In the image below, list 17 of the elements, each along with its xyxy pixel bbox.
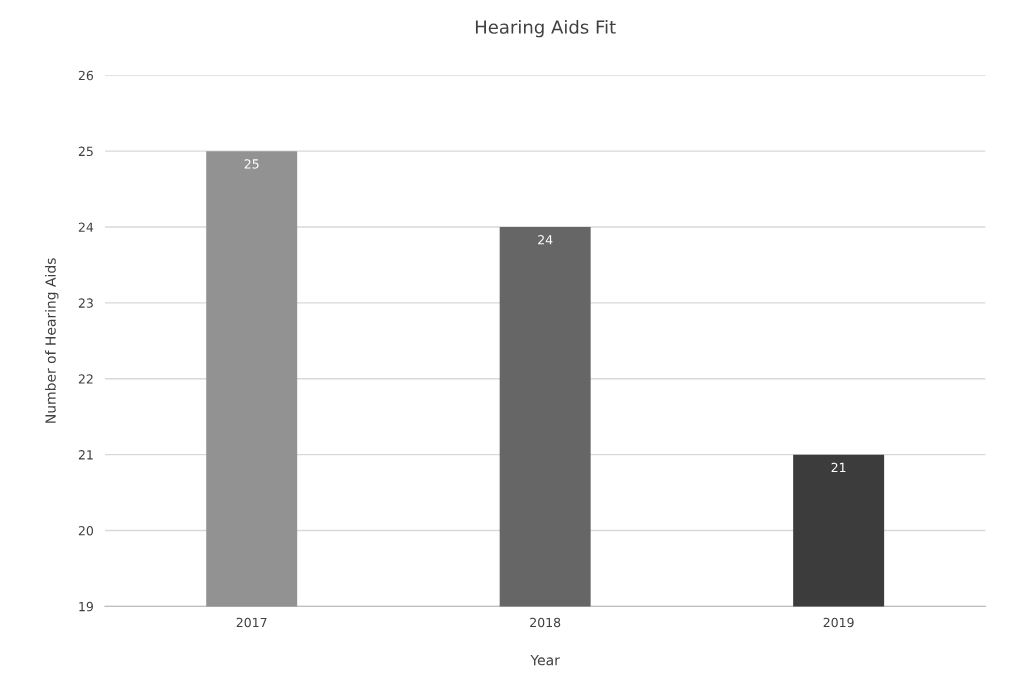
y-axis-title: Number of Hearing Aids <box>45 258 59 423</box>
chart-title: Hearing Aids Fit <box>475 19 616 38</box>
y-tick-label: 26 <box>78 70 94 81</box>
x-tick-label: 2017 <box>236 617 267 628</box>
y-tick-label: 25 <box>78 146 93 157</box>
x-axis-title: Year <box>530 655 560 666</box>
y-tick-label: 24 <box>78 222 94 232</box>
y-tick-label: 19 <box>79 601 93 612</box>
y-tick-label: 22 <box>78 374 93 384</box>
x-tick-label: 2019 <box>823 617 854 628</box>
y-tick-label: 23 <box>78 298 93 308</box>
y-tick-label: 21 <box>78 450 93 460</box>
y-tick-label: 20 <box>78 525 94 536</box>
x-tick-label: 2018 <box>530 617 561 628</box>
data-label: 24 <box>538 235 553 245</box>
data-label: 25 <box>244 159 259 169</box>
data-label: 21 <box>831 462 846 472</box>
